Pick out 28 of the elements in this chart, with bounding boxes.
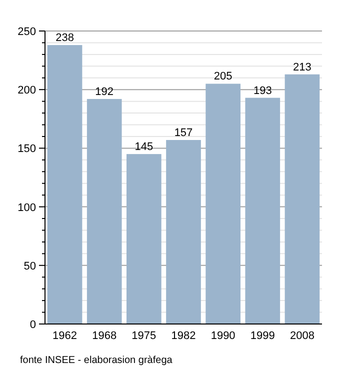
bar: [86, 98, 122, 324]
y-tick-label: 150: [18, 143, 36, 156]
data-label: 205: [214, 70, 232, 83]
x-tick-label: 1962: [52, 330, 78, 342]
y-tick-label: 100: [18, 202, 36, 214]
bar: [47, 45, 82, 324]
x-tick-label: 1982: [171, 330, 196, 342]
data-label: 213: [293, 61, 312, 74]
data-label: 238: [56, 32, 74, 44]
bar: [126, 154, 162, 324]
x-tick-label: 1968: [92, 330, 117, 342]
y-tick-label: 50: [24, 260, 36, 272]
bar: [206, 84, 240, 324]
source-note: fonte INSEE - elaborasion gràfega: [20, 355, 173, 366]
bar: [245, 98, 280, 324]
data-label: 193: [253, 84, 272, 97]
bar: [166, 140, 201, 324]
x-tick-label: 1975: [132, 330, 156, 342]
y-tick-label: 0: [30, 319, 36, 331]
bar: [284, 74, 320, 324]
data-label: 157: [174, 126, 193, 139]
data-label: 145: [134, 141, 154, 154]
y-tick-label: 250: [18, 26, 36, 38]
data-label: 192: [95, 86, 114, 98]
y-tick-label: 200: [18, 84, 36, 97]
x-tick-label: 1999: [250, 330, 275, 342]
x-tick-label: 2008: [290, 330, 314, 342]
x-tick-label: 1990: [210, 330, 236, 342]
